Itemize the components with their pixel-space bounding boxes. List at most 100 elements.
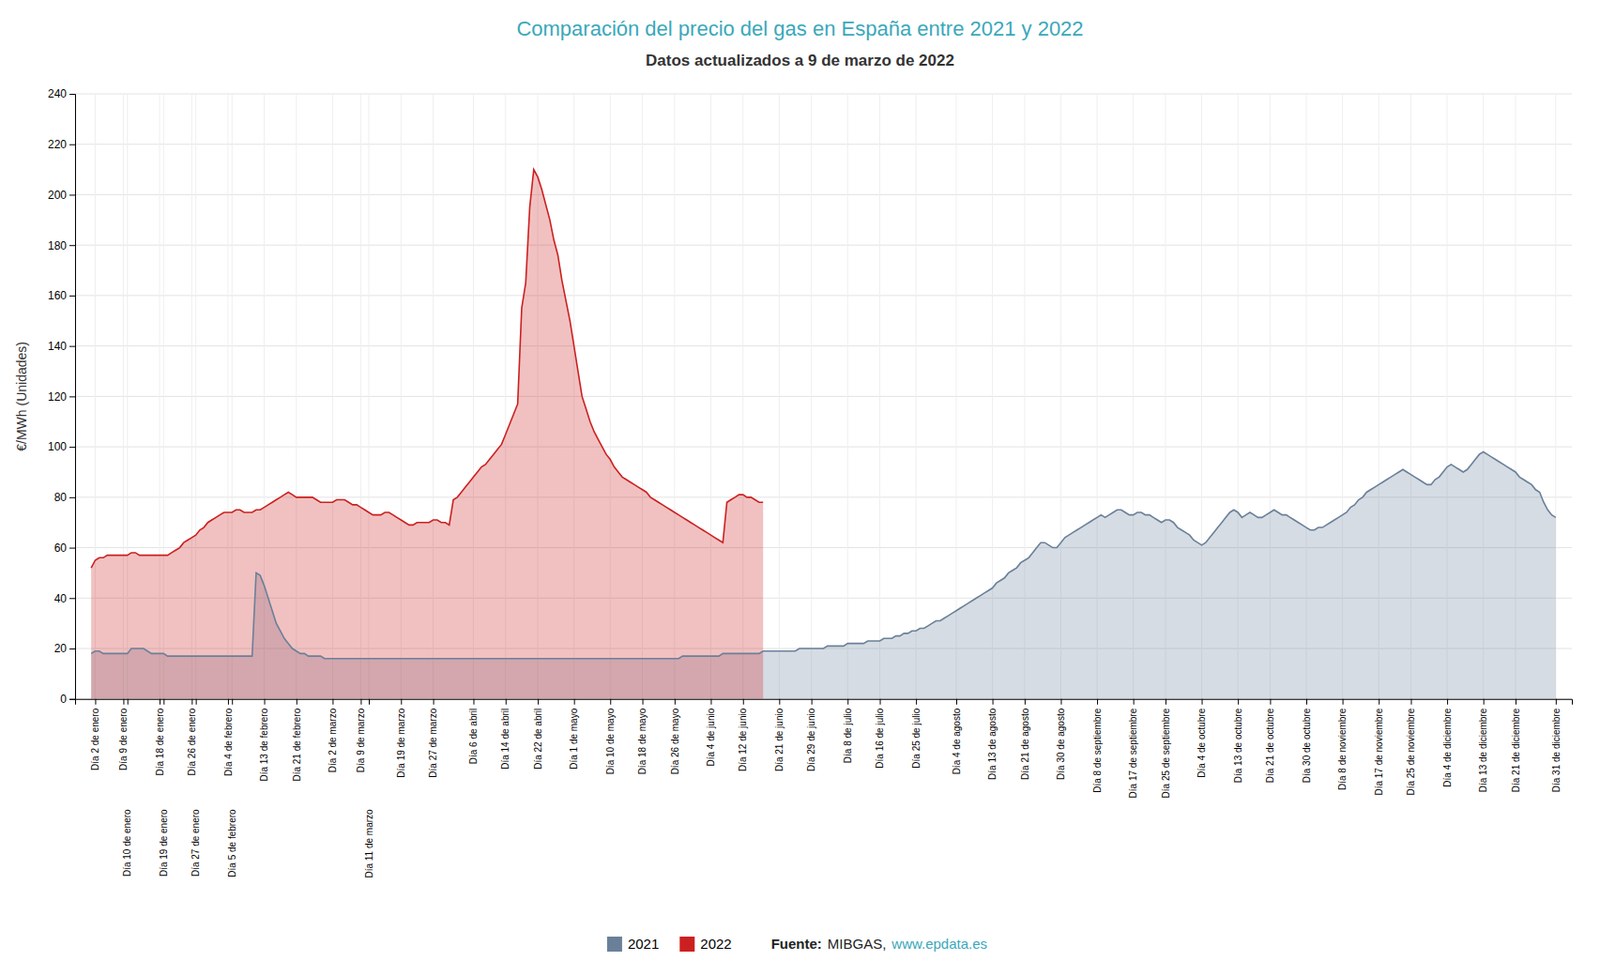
x-tick: Día 30 de agosto (1055, 699, 1067, 780)
line (91, 169, 763, 568)
x-tick-label: Día 4 de diciembre (1442, 707, 1453, 787)
x-tick-mark (642, 699, 644, 705)
y-tick-mark (69, 548, 76, 549)
x-tick-mark (231, 699, 233, 705)
y-tick-mark (69, 93, 76, 95)
x-tick: Día 4 de febrero (223, 699, 234, 777)
x-tick: Día 22 de abril (533, 699, 544, 770)
y-axis-line (69, 94, 77, 701)
x-tick: Día 21 de diciembre (1510, 699, 1522, 793)
y-tick: 100 (47, 440, 76, 454)
y-tick-label: 40 (54, 592, 68, 606)
x-tick: Día 18 de mayo (637, 699, 648, 776)
x-tick-mark (472, 699, 474, 705)
x-tick-mark (1342, 699, 1344, 705)
x-tick: Día 26 de enero (186, 699, 198, 777)
x-tick-label: Día 11 de marzo (364, 808, 375, 879)
x-tick-mark (778, 699, 780, 705)
x-tick-mark (1555, 699, 1557, 705)
grid-line-y (75, 143, 1572, 145)
x-tick-label: Día 25 de julio (911, 707, 922, 768)
x-tick: Día 10 de mayo (605, 699, 616, 776)
x-tick-mark (360, 699, 362, 705)
grid-line-y (75, 446, 1572, 448)
x-tick-label: Día 26 de enero (186, 707, 198, 776)
x-tick-mark (1133, 699, 1135, 705)
x-axis-line (76, 699, 1573, 705)
x-tick-mark (537, 699, 539, 705)
x-tick-mark (992, 699, 994, 705)
x-tick-mark (505, 699, 507, 705)
x-tick-mark (915, 699, 917, 705)
x-tick-mark (264, 699, 266, 705)
x-tick-mark (433, 699, 435, 705)
x-tick-label: Día 31 de diciembre (1551, 707, 1562, 793)
legend-item: 2021 (607, 935, 659, 952)
x-tick-label: Día 5 de febrero (227, 808, 238, 878)
x-tick-label: Día 30 de octubre (1301, 707, 1312, 783)
y-tick-label: 140 (47, 339, 67, 353)
x-tick: Día 31 de diciembre (1551, 699, 1562, 793)
x-tick-mark (296, 699, 298, 705)
x-tick-mark (1515, 699, 1517, 705)
grid-line-y (75, 396, 1572, 397)
source-text: www.epdata.es (890, 935, 988, 952)
x-tick: Día 25 de septiembre (1160, 699, 1172, 799)
x-tick: Día 13 de diciembre (1478, 699, 1489, 793)
x-tick-mark (743, 699, 745, 705)
y-tick-mark (69, 648, 76, 650)
legend-swatch (679, 936, 695, 952)
x-tick-label: Día 18 de enero (154, 707, 166, 776)
y-tick-label: 180 (47, 239, 67, 253)
x-tick: Día 21 de agosto (1020, 699, 1031, 780)
x-tick-label: Día 4 de octubre (1196, 707, 1207, 778)
x-tick: Día 4 de junio (705, 699, 717, 767)
grid-line-y (75, 345, 1572, 347)
x-tick: Día 13 de febrero (259, 699, 270, 782)
x-tick-mark (400, 699, 402, 705)
grid-line-x (810, 93, 812, 700)
x-tick-label: Día 1 de mayo (568, 707, 580, 769)
x-tick: Día 17 de septiembre (1127, 699, 1139, 799)
x-tick-mark (1378, 699, 1380, 705)
y-tick-mark (69, 244, 76, 246)
x-tick-label: Día 12 de junio (737, 707, 748, 772)
legend-swatch (607, 936, 623, 952)
source-text: Fuente: (771, 935, 823, 952)
y-tick: 60 (54, 541, 76, 555)
x-tick-mark (1024, 699, 1026, 705)
y-tick-label: 200 (47, 188, 67, 202)
x-tick: Día 8 de julio (842, 699, 854, 763)
legend-item: 2022 (679, 935, 732, 952)
x-tick: Día 13 de octubre (1233, 699, 1244, 784)
x-tick-mark (674, 699, 676, 705)
y-tick: 220 (47, 137, 76, 152)
x-tick-label: Día 10 de mayo (605, 707, 616, 775)
x-tick-mark (122, 699, 124, 705)
x-tick-label: Día 13 de febrero (259, 707, 270, 781)
x-tick-mark (1165, 699, 1167, 705)
x-tick-mark (196, 699, 198, 705)
x-tick-label: Día 21 de junio (774, 707, 785, 772)
y-tick: 160 (47, 289, 76, 303)
x-tick-mark (1237, 699, 1239, 705)
grid-line-x (879, 93, 881, 700)
area-fill (91, 169, 763, 700)
y-axis: 020406080100120140160180200220240 (47, 87, 77, 706)
grid-line-x (955, 93, 957, 700)
x-tick: Día 8 de septiembre (1092, 699, 1103, 793)
legend-label: 2022 (700, 935, 732, 952)
x-tick: Día 14 de abril (500, 699, 511, 770)
x-tick-mark (1483, 699, 1485, 705)
y-tick-mark (69, 396, 76, 397)
x-tick: Día 9 de enero (118, 699, 129, 771)
x-tick-label: Día 8 de noviembre (1337, 707, 1348, 791)
x-tick: Día 4 de diciembre (1442, 699, 1453, 788)
grid-line-y (75, 294, 1572, 296)
x-tick: Día 19 de enero (158, 699, 169, 877)
x-tick-mark (368, 699, 370, 705)
x-tick-label: Día 8 de septiembre (1092, 707, 1103, 793)
x-tick-mark (811, 699, 813, 705)
y-tick-label: 60 (54, 541, 68, 555)
y-tick-label: 100 (47, 440, 67, 454)
